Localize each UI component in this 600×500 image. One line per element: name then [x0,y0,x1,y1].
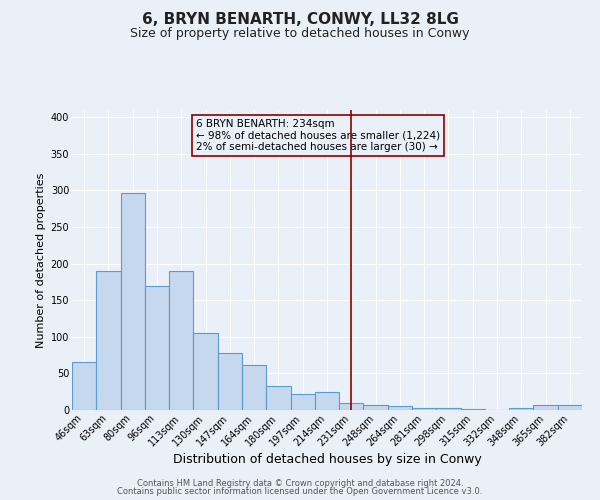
Bar [388,406,412,410]
Bar [242,364,266,410]
Bar [315,392,339,410]
Bar [169,271,193,410]
Text: 6, BRYN BENARTH, CONWY, LL32 8LG: 6, BRYN BENARTH, CONWY, LL32 8LG [142,12,458,28]
Text: Size of property relative to detached houses in Conwy: Size of property relative to detached ho… [130,28,470,40]
Bar [558,405,582,410]
Bar [96,271,121,410]
Bar [364,405,388,410]
Text: 6 BRYN BENARTH: 234sqm
← 98% of detached houses are smaller (1,224)
2% of semi-d: 6 BRYN BENARTH: 234sqm ← 98% of detached… [196,119,440,152]
Text: Contains HM Land Registry data © Crown copyright and database right 2024.: Contains HM Land Registry data © Crown c… [137,478,463,488]
Bar [339,402,364,410]
Bar [509,408,533,410]
Bar [461,408,485,410]
Bar [533,405,558,410]
Bar [412,408,436,410]
Bar [290,394,315,410]
Text: Contains public sector information licensed under the Open Government Licence v3: Contains public sector information licen… [118,487,482,496]
Bar [121,194,145,410]
Bar [72,362,96,410]
Bar [193,333,218,410]
X-axis label: Distribution of detached houses by size in Conwy: Distribution of detached houses by size … [173,453,481,466]
Bar [266,386,290,410]
Bar [436,408,461,410]
Bar [145,286,169,410]
Bar [218,353,242,410]
Y-axis label: Number of detached properties: Number of detached properties [37,172,46,348]
